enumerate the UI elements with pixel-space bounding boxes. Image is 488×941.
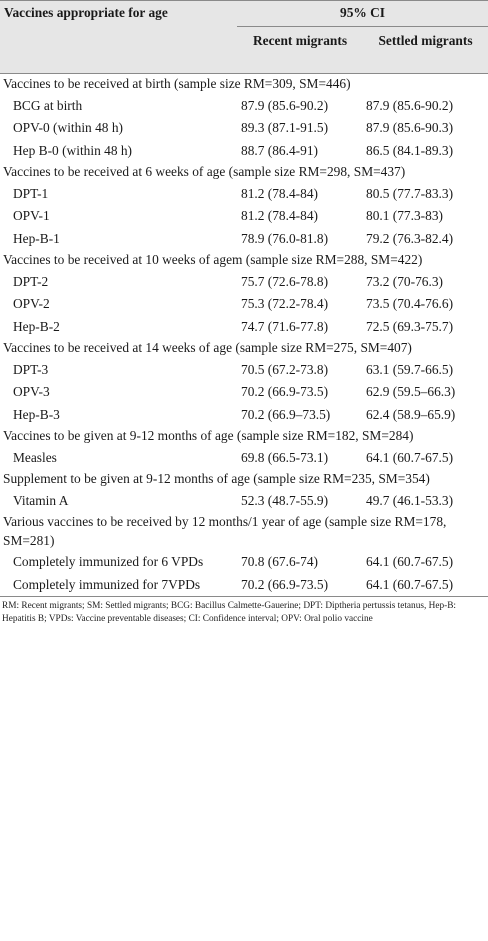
settled-migrants-value: 64.1 (60.7-67.5) <box>366 449 454 465</box>
header-spacer <box>0 26 237 74</box>
table-row: DPT-3 70.5 (67.2-73.8) 63.1 (59.7-66.5) <box>0 359 488 382</box>
recent-migrants-value: 52.3 (48.7-55.9) <box>241 492 329 508</box>
vaccine-name-cell: Measles <box>13 449 57 465</box>
vaccine-name-cell: DPT-2 <box>13 273 49 289</box>
table-row: OPV-3 70.2 (66.9-73.5) 62.9 (59.5–66.3) <box>0 381 488 404</box>
recent-migrants-value: 75.7 (72.6-78.8) <box>241 273 329 289</box>
recent-migrants-value: 70.8 (67.6-74) <box>241 554 318 569</box>
table-row: Hep-B-3 70.2 (66.9–73.5) 62.4 (58.9–65.9) <box>0 404 488 427</box>
section-title: Vaccines to be received at 14 weeks of a… <box>3 340 412 355</box>
vaccine-name-cell: OPV-0 (within 48 h) <box>13 120 123 135</box>
vaccine-name-cell: Completely immunized for 7VPDs <box>0 573 237 597</box>
settled-migrants-value: 86.5 (84.1-89.3) <box>366 142 454 158</box>
table-row: OPV-2 75.3 (72.2-78.4) 73.5 (70.4-76.6) <box>0 293 488 316</box>
section-title: Vaccines to be given at 9-12 months of a… <box>3 428 414 443</box>
table-row: DPT-1 81.2 (78.4-84) 80.5 (77.7-83.3) <box>0 183 488 206</box>
table-row: Hep-B-2 74.7 (71.6-77.8) 72.5 (69.3-75.7) <box>0 316 488 339</box>
recent-migrants-value: 89.3 (87.1-91.5) <box>241 120 329 135</box>
table-row: OPV-1 81.2 (78.4-84) 80.1 (77.3-83) <box>0 205 488 228</box>
table-row: Completely immunized for 7VPDs 70.2 (66.9… <box>0 573 488 597</box>
recent-migrants-value: 88.7 (86.4-91) <box>241 142 318 158</box>
vaccine-name-cell: Hep B-0 (within 48 h) <box>13 142 133 158</box>
recent-migrants-value: 75.3 (72.2-78.4) <box>241 296 329 311</box>
settled-migrants-value: 72.5 (69.3-75.7) <box>366 318 454 334</box>
table-row: BCG at birth 87.9 (85.6-90.2) 87.9 (85.6-9… <box>0 95 488 118</box>
section-title: Vaccines to be received at 6 weeks of ag… <box>3 164 406 179</box>
settled-migrants-value: 87.9 (85.6-90.2) <box>366 97 454 113</box>
recent-migrants-value: 78.9 (76.0-81.8) <box>241 230 329 246</box>
table-row: Hep B-0 (within 48 h) 88.7 (86.4-91) 86.5 … <box>0 140 488 163</box>
section-header-row: Vaccines to be given at 9-12 months of a… <box>0 426 488 447</box>
settled-migrants-value: 64.1 (60.7-67.5) <box>366 554 454 569</box>
recent-migrants-value: 70.2 (66.9–73.5) <box>241 406 331 422</box>
table-row: Hep-B-1 78.9 (76.0-81.8) 79.2 (76.3-82.4) <box>0 228 488 251</box>
settled-migrants-value: 87.9 (85.6-90.3) <box>366 120 454 135</box>
settled-migrants-value: 62.4 (58.9–65.9) <box>366 406 456 422</box>
table-footnote: RM: Recent migrants; SM: Settled migrant… <box>2 601 456 624</box>
section-title: Vaccines to be received at birth (sample… <box>3 76 351 91</box>
settled-migrants-value: 63.1 (59.7-66.5) <box>366 361 454 377</box>
table-header: Vaccines appropriate for age 95% CI Rece… <box>0 0 488 74</box>
table-body: Vaccines to be received at birth (sample… <box>0 74 488 597</box>
table-row: Measles 69.8 (66.5-73.1) 64.1 (60.7-67.5) <box>0 447 488 470</box>
vaccine-name-cell: OPV-1 <box>13 208 50 223</box>
vaccine-coverage-table-panel: Vaccines appropriate for age 95% CI Rece… <box>0 0 488 624</box>
settled-migrants-value: 62.9 (59.5–66.3) <box>366 384 456 399</box>
settled-migrants-value: 80.1 (77.3-83) <box>366 208 443 223</box>
vaccine-coverage-table: Vaccines appropriate for age 95% CI Rece… <box>0 0 488 597</box>
vaccine-name-cell: Vitamin A <box>13 492 69 508</box>
header-settled-migrants: Settled migrants <box>363 26 488 74</box>
recent-migrants-value: 70.2 (66.9-73.5) <box>237 573 363 597</box>
table-row: Vitamin A 52.3 (48.7-55.9) 49.7 (46.1-53.3… <box>0 490 488 513</box>
settled-migrants-value: 73.5 (70.4-76.6) <box>366 296 454 311</box>
vaccine-name-cell: Hep-B-1 <box>13 230 60 246</box>
header-ci-label: 95% CI <box>237 0 488 27</box>
section-header-row: Various vaccines to be received by 12 mo… <box>0 512 488 551</box>
settled-migrants-value: 79.2 (76.3-82.4) <box>366 230 454 246</box>
vaccine-name-cell: Hep-B-2 <box>13 318 60 334</box>
recent-migrants-value: 74.7 (71.6-77.8) <box>241 318 329 334</box>
table-row: Completely immunized for 6 VPDs 70.8 (67.… <box>0 551 488 574</box>
table-row: OPV-0 (within 48 h) 89.3 (87.1-91.5) 87.9 … <box>0 117 488 140</box>
section-header-row: Supplement to be given at 9-12 months of… <box>0 469 488 490</box>
header-vaccines-label: Vaccines appropriate for age <box>0 0 237 26</box>
table-row: DPT-2 75.7 (72.6-78.8) 73.2 (70-76.3) <box>0 271 488 294</box>
recent-migrants-value: 69.8 (66.5-73.1) <box>241 449 329 465</box>
vaccine-name-cell: Hep-B-3 <box>13 406 60 422</box>
vaccine-name-cell: DPT-1 <box>13 185 49 201</box>
header-recent-migrants: Recent migrants <box>237 26 363 74</box>
vaccine-name-cell: OPV-3 <box>13 384 50 399</box>
section-header-row: Vaccines to be received at birth (sample… <box>0 74 488 95</box>
vaccine-name-cell: OPV-2 <box>13 296 50 311</box>
recent-migrants-value: 87.9 (85.6-90.2) <box>241 97 329 113</box>
vaccine-name-cell: BCG at birth <box>13 97 83 113</box>
settled-migrants-value: 80.5 (77.7-83.3) <box>366 185 454 201</box>
section-header-row: Vaccines to be received at 6 weeks of ag… <box>0 162 488 183</box>
settled-migrants-value: 73.2 (70-76.3) <box>366 273 443 289</box>
section-title: Vaccines to be received at 10 weeks of a… <box>3 252 423 267</box>
section-title: Various vaccines to be received by 12 mo… <box>3 514 447 548</box>
settled-migrants-value: 64.1 (60.7-67.5) <box>363 573 488 597</box>
recent-migrants-value: 81.2 (78.4-84) <box>241 185 318 201</box>
section-header-row: Vaccines to be received at 10 weeks of a… <box>0 250 488 271</box>
recent-migrants-value: 70.2 (66.9-73.5) <box>241 384 329 399</box>
recent-migrants-value: 81.2 (78.4-84) <box>241 208 318 223</box>
vaccine-name-cell: DPT-3 <box>13 361 49 377</box>
section-title: Supplement to be given at 9-12 months of… <box>3 471 430 486</box>
section-header-row: Vaccines to be received at 14 weeks of a… <box>0 338 488 359</box>
settled-migrants-value: 49.7 (46.1-53.3) <box>366 492 454 508</box>
vaccine-name-cell: Completely immunized for 6 VPDs <box>13 554 204 569</box>
recent-migrants-value: 70.5 (67.2-73.8) <box>241 361 329 377</box>
